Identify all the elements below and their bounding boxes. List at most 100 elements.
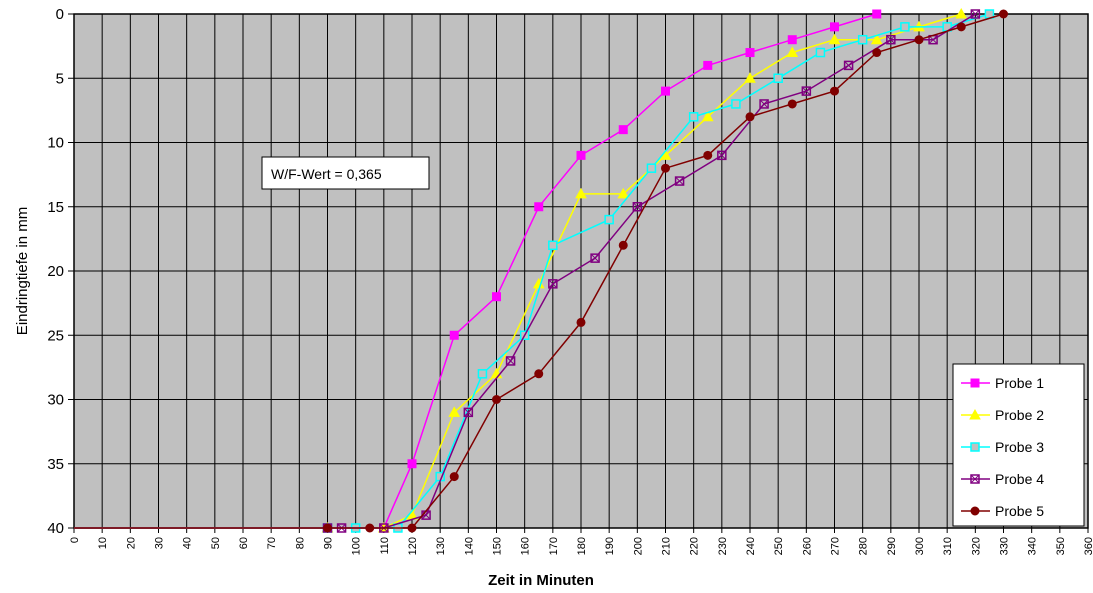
x-tick-label: 130 [435, 537, 447, 555]
data-point [449, 330, 459, 340]
data-point [787, 99, 797, 109]
x-tick-label: 100 [351, 537, 363, 555]
data-point [661, 86, 670, 96]
data-point [575, 187, 587, 199]
data-point [744, 72, 756, 83]
data-point [872, 9, 882, 19]
data-point [674, 176, 685, 186]
x-tick-label: 270 [830, 537, 842, 555]
data-point [548, 279, 558, 289]
x-tick-label: 260 [801, 537, 813, 555]
x-tick-label: 230 [717, 537, 729, 555]
y-tick-label: 25 [47, 327, 64, 344]
x-tick-label: 320 [970, 537, 982, 555]
legend-item: Probe 2 [961, 407, 1044, 423]
x-tick-label: 210 [661, 537, 673, 555]
legend-item: Probe 4 [961, 471, 1044, 487]
data-point [590, 253, 600, 263]
x-tick-label: 20 [125, 537, 137, 549]
data-point [828, 33, 841, 45]
data-point [914, 35, 924, 45]
data-point [492, 292, 501, 302]
data-point [534, 202, 544, 212]
x-tick-label: 290 [886, 537, 898, 555]
legend-item: Probe 3 [961, 439, 1044, 455]
data-point [505, 356, 516, 366]
data-point [688, 112, 699, 122]
data-point [872, 48, 882, 58]
x-tick-label: 70 [266, 537, 278, 549]
data-point [830, 22, 839, 32]
x-tick-label: 110 [379, 537, 391, 555]
x-tick-label: 60 [238, 537, 250, 549]
data-point [449, 472, 459, 482]
y-tick-label: 10 [47, 135, 64, 152]
data-point [701, 110, 714, 122]
series-probe-5 [74, 9, 1008, 533]
legend-label: Probe 4 [995, 471, 1044, 487]
x-axis-label: Zeit in Minuten [488, 572, 594, 589]
series-lines [74, 7, 1008, 533]
data-point [815, 47, 826, 58]
data-point [731, 99, 741, 109]
x-tick-label: 150 [492, 537, 504, 555]
data-point [786, 46, 799, 58]
data-point [618, 125, 628, 135]
data-point [773, 73, 783, 83]
legend: Probe 1 Probe 2 Probe 3 Probe 4 Probe 5 [952, 363, 1085, 527]
data-point [830, 86, 839, 96]
data-point [617, 187, 630, 199]
y-axis-label: Eindringtiefe in mm [14, 207, 31, 335]
x-tick-label: 180 [576, 537, 588, 555]
data-point [703, 150, 713, 160]
x-tick-label: 40 [182, 537, 194, 549]
data-point [970, 9, 981, 19]
data-point [576, 317, 586, 327]
data-point [843, 60, 854, 71]
x-axis-ticks: 0 10 20 30 40 50 60 70 80 90 100 110 120 130 140 150 160… [69, 528, 1093, 555]
data-point [407, 523, 417, 533]
legend-label: Probe 2 [995, 407, 1044, 423]
x-tick-label: 170 [548, 537, 560, 555]
data-point [787, 35, 797, 45]
data-point [745, 48, 755, 58]
x-tick-label: 10 [97, 537, 109, 549]
data-point [870, 33, 883, 45]
y-tick-label: 30 [47, 392, 64, 409]
data-point [970, 506, 980, 516]
data-point [886, 34, 896, 45]
data-point [745, 112, 755, 122]
legend-label: Probe 1 [995, 375, 1044, 391]
data-point [928, 34, 938, 45]
data-point [801, 86, 812, 96]
y-tick-label: 15 [47, 199, 64, 216]
legend-item: Probe 1 [961, 375, 1044, 391]
x-tick-label: 220 [689, 537, 701, 555]
data-point [970, 442, 980, 452]
x-tick-label: 350 [1055, 537, 1067, 555]
x-tick-label: 330 [999, 537, 1011, 555]
y-tick-label: 0 [56, 6, 64, 23]
data-point [703, 60, 713, 70]
x-tick-label: 190 [604, 537, 616, 555]
data-point [463, 407, 474, 418]
data-point [646, 163, 657, 173]
data-point [604, 214, 614, 225]
data-point [717, 150, 727, 161]
data-point [857, 34, 868, 45]
data-point [956, 22, 966, 32]
data-point [492, 395, 501, 404]
data-point [548, 240, 558, 251]
data-point [407, 459, 417, 469]
data-point [759, 99, 769, 109]
y-tick-label: 5 [56, 70, 64, 87]
x-tick-label: 300 [914, 537, 926, 555]
y-tick-label: 35 [47, 456, 64, 473]
data-point [632, 202, 643, 212]
x-tick-label: 340 [1027, 537, 1039, 555]
data-point [970, 474, 980, 484]
series-line [74, 13, 1004, 529]
data-point [900, 22, 910, 32]
x-tick-label: 120 [407, 537, 419, 555]
